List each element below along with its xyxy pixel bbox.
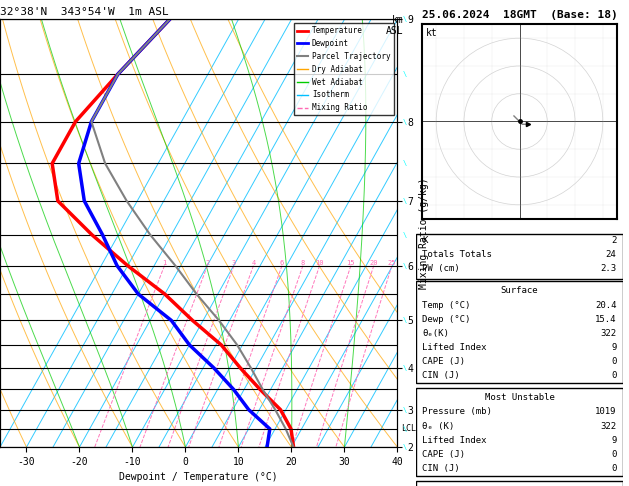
Text: 2.3: 2.3 xyxy=(601,264,616,274)
Text: \: \ xyxy=(403,444,407,450)
Text: 9: 9 xyxy=(611,436,616,445)
Text: \: \ xyxy=(403,407,407,413)
Text: Most Unstable: Most Unstable xyxy=(484,393,554,402)
Text: 0: 0 xyxy=(611,357,616,366)
FancyBboxPatch shape xyxy=(416,281,623,383)
Text: Temp (°C): Temp (°C) xyxy=(423,300,471,310)
Text: 0: 0 xyxy=(611,371,616,381)
Text: kt: kt xyxy=(426,28,438,38)
Text: CIN (J): CIN (J) xyxy=(423,371,460,381)
Text: 0: 0 xyxy=(611,450,616,459)
Text: \: \ xyxy=(403,426,407,432)
Text: 3: 3 xyxy=(232,260,236,266)
Text: 20.4: 20.4 xyxy=(595,300,616,310)
Text: Lifted Index: Lifted Index xyxy=(423,436,487,445)
Text: km
ASL: km ASL xyxy=(386,15,404,36)
Text: 4: 4 xyxy=(252,260,255,266)
Text: 322: 322 xyxy=(601,329,616,338)
Text: \: \ xyxy=(403,317,407,323)
Text: PW (cm): PW (cm) xyxy=(423,264,460,274)
FancyBboxPatch shape xyxy=(416,234,623,278)
X-axis label: Dewpoint / Temperature (°C): Dewpoint / Temperature (°C) xyxy=(120,472,278,483)
Text: Pressure (mb): Pressure (mb) xyxy=(423,407,493,417)
FancyBboxPatch shape xyxy=(416,388,623,476)
Text: 322: 322 xyxy=(601,422,616,431)
Text: 20: 20 xyxy=(369,260,378,266)
Text: 1: 1 xyxy=(162,260,167,266)
Text: CIN (J): CIN (J) xyxy=(423,464,460,473)
Text: Surface: Surface xyxy=(501,286,538,295)
Text: \: \ xyxy=(403,71,407,77)
Text: 25.06.2024  18GMT  (Base: 18): 25.06.2024 18GMT (Base: 18) xyxy=(421,10,618,20)
Y-axis label: Mixing Ratio (g/kg): Mixing Ratio (g/kg) xyxy=(418,177,428,289)
Text: \: \ xyxy=(403,160,407,167)
Text: 2: 2 xyxy=(611,236,616,245)
Text: \: \ xyxy=(403,232,407,238)
Text: 15: 15 xyxy=(347,260,355,266)
Text: LCL: LCL xyxy=(401,424,416,434)
Text: θₑ (K): θₑ (K) xyxy=(423,422,455,431)
Text: K: K xyxy=(423,236,428,245)
Text: 15.4: 15.4 xyxy=(595,315,616,324)
Text: 0: 0 xyxy=(611,464,616,473)
Text: CAPE (J): CAPE (J) xyxy=(423,357,465,366)
Text: 8: 8 xyxy=(301,260,305,266)
Text: \: \ xyxy=(403,17,407,22)
Text: 9: 9 xyxy=(611,343,616,352)
Text: \: \ xyxy=(403,365,407,371)
Text: 25: 25 xyxy=(387,260,396,266)
Text: \: \ xyxy=(403,198,407,204)
Text: 32°38'N  343°54'W  1m ASL: 32°38'N 343°54'W 1m ASL xyxy=(0,7,169,17)
Text: \: \ xyxy=(403,262,407,269)
Text: Lifted Index: Lifted Index xyxy=(423,343,487,352)
Text: θₑ(K): θₑ(K) xyxy=(423,329,449,338)
Text: Dewp (°C): Dewp (°C) xyxy=(423,315,471,324)
Text: CAPE (J): CAPE (J) xyxy=(423,450,465,459)
Text: 2: 2 xyxy=(205,260,209,266)
FancyBboxPatch shape xyxy=(416,481,623,486)
Text: 24: 24 xyxy=(606,250,616,260)
Legend: Temperature, Dewpoint, Parcel Trajectory, Dry Adiabat, Wet Adiabat, Isotherm, Mi: Temperature, Dewpoint, Parcel Trajectory… xyxy=(294,23,394,115)
Text: Totals Totals: Totals Totals xyxy=(423,250,493,260)
Text: \: \ xyxy=(403,119,407,124)
Text: 1019: 1019 xyxy=(595,407,616,417)
Text: 10: 10 xyxy=(315,260,324,266)
Text: 6: 6 xyxy=(280,260,284,266)
